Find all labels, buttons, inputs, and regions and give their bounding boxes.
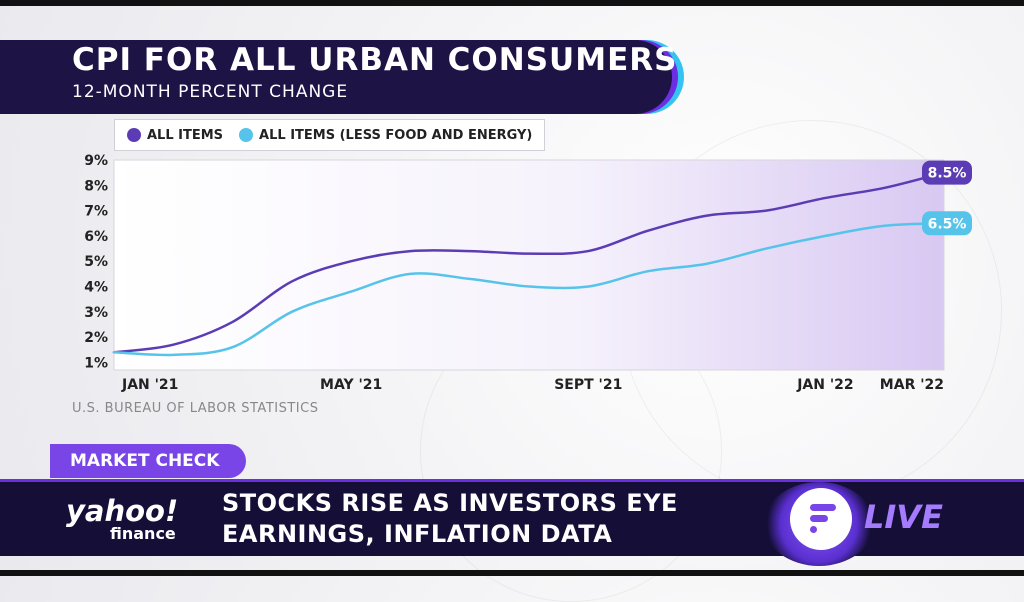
plot-area <box>113 159 945 371</box>
top-letterbox <box>0 0 1024 6</box>
headline-accent-line <box>0 479 1024 482</box>
source-note: U.S. BUREAU OF LABOR STATISTICS <box>72 401 319 416</box>
legend-label-core: ALL ITEMS (LESS FOOD AND ENERGY) <box>259 127 533 143</box>
title-banner <box>0 40 672 114</box>
y-tick-label: 1% <box>84 355 108 371</box>
legend-item-core: ALL ITEMS (LESS FOOD AND ENERGY) <box>239 128 532 143</box>
logo-finance-text: finance <box>110 524 176 543</box>
headline-line-2: EARNINGS, INFLATION DATA <box>222 520 613 548</box>
x-tick-label: JAN '22 <box>796 377 853 393</box>
legend-label-all-items: ALL ITEMS <box>147 127 224 143</box>
y-tick-label: 5% <box>84 254 108 270</box>
y-tick-label: 7% <box>84 204 108 220</box>
app-logo-icon <box>810 504 836 533</box>
chart-title: CPI FOR ALL URBAN CONSUMERS <box>72 42 678 78</box>
legend-swatch-core <box>239 128 254 142</box>
legend-item-all-items: ALL ITEMS <box>127 128 223 143</box>
series-line-core <box>112 222 946 357</box>
headline-line-1: STOCKS RISE AS INVESTORS EYE <box>222 489 678 517</box>
y-tick-label: 4% <box>84 280 108 296</box>
end-label-badge <box>922 211 972 236</box>
market-check-tag <box>50 444 246 478</box>
live-label: LIVE <box>864 498 943 536</box>
headline: STOCKS RISE AS INVESTORS EYE EARNINGS, I… <box>222 488 678 550</box>
x-tick-label: JAN '21 <box>121 377 178 393</box>
chart-subtitle: 12-MONTH PERCENT CHANGE <box>72 82 349 102</box>
end-label-text: 8.5% <box>928 166 967 182</box>
logo-yahoo-text: yahoo! <box>66 494 179 528</box>
legend: ALL ITEMS ALL ITEMS (LESS FOOD AND ENERG… <box>114 119 546 151</box>
y-tick-label: 8% <box>84 178 108 194</box>
x-tick-label: SEPT '21 <box>554 377 622 393</box>
cpi-line-chart: 1% 2% 3% 4% 5% 6% 7% 8% 9% JAN '21 MAY '21 SEPT '2… <box>84 153 972 393</box>
x-tick-label: MAR '22 <box>880 377 944 393</box>
y-tick-label: 9% <box>84 153 108 169</box>
bottom-letterbox <box>0 570 1024 576</box>
yahoo-finance-app-icon <box>790 488 852 550</box>
market-check-label: MARKET CHECK <box>70 451 220 471</box>
y-tick-label: 2% <box>84 330 108 346</box>
legend-swatch-all-items <box>127 128 141 142</box>
x-tick-label: MAY '21 <box>320 377 382 393</box>
y-tick-label: 3% <box>84 305 108 321</box>
end-label-text: 6.5% <box>928 216 967 232</box>
series-line-all-items <box>112 171 946 354</box>
y-tick-label: 6% <box>84 229 108 245</box>
end-label-badge <box>922 160 972 185</box>
